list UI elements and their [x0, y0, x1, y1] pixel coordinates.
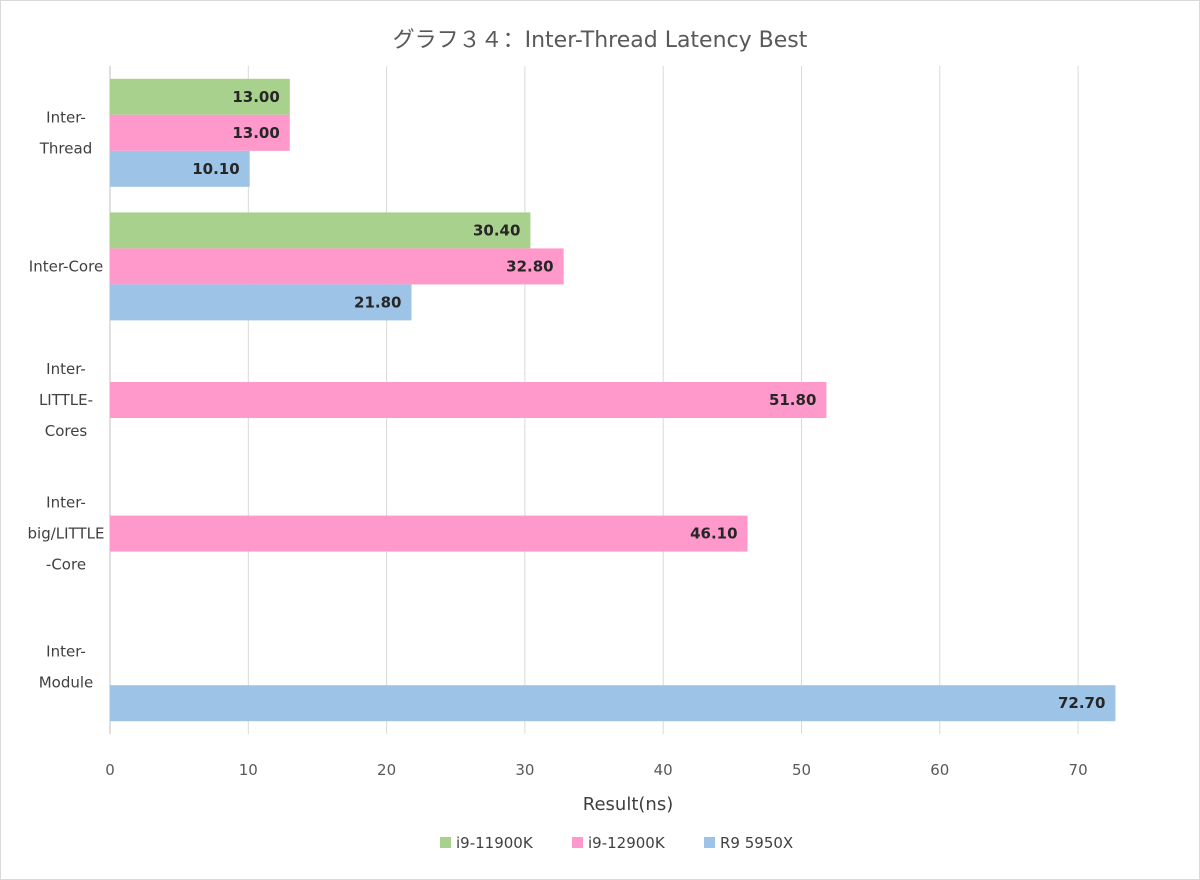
bar [110, 212, 531, 249]
bar [110, 382, 827, 418]
bar [110, 114, 290, 151]
category-label: Inter-Core [29, 257, 103, 275]
x-tick-label: 70 [1069, 761, 1088, 779]
category-labels: Inter- Thread Inter-Core Inter- LITTLE- Cores… [28, 108, 105, 691]
category-label: Cores [45, 422, 88, 440]
x-axis-ticks: 0 10 20 30 40 50 60 70 [105, 761, 1087, 779]
x-axis-title: Result(ns) [583, 794, 673, 815]
category-label: -Core [46, 556, 86, 574]
category-label: LITTLE- [39, 391, 93, 409]
data-label: 72.70 [1058, 694, 1105, 712]
data-label: 46.10 [690, 525, 737, 543]
data-label: 13.00 [232, 88, 279, 106]
x-tick-label: 0 [105, 761, 115, 779]
chart-title: グラフ３４：Inter-Thread Latency Best [393, 28, 808, 53]
legend-label: i9-11900K [456, 834, 534, 852]
data-label: 30.40 [473, 221, 520, 239]
category-label: Inter- [46, 108, 86, 126]
x-tick-label: 50 [792, 761, 811, 779]
bar [110, 284, 412, 321]
bar [110, 515, 748, 552]
bar [110, 78, 290, 115]
data-label: 21.80 [354, 293, 401, 311]
legend-swatch [704, 837, 715, 848]
legend-label: i9-12900K [588, 834, 666, 852]
legend-swatch [440, 837, 451, 848]
category-label: Inter- [46, 360, 86, 378]
legend: i9-11900K i9-12900K R9 5950X [440, 834, 793, 852]
data-label: 13.00 [232, 124, 279, 142]
x-tick-label: 10 [239, 761, 258, 779]
data-labels: 13.00 13.00 10.10 30.40 32.80 21.80 51.80 46.10… [192, 88, 1105, 712]
category-label: Thread [39, 139, 92, 157]
x-tick-label: 60 [930, 761, 949, 779]
data-label: 32.80 [506, 257, 553, 275]
bars [110, 78, 1116, 722]
category-label: Inter- [46, 643, 86, 661]
x-tick-label: 40 [654, 761, 673, 779]
bar [110, 685, 1116, 722]
bar [110, 248, 564, 285]
x-tick-label: 20 [377, 761, 396, 779]
x-tick-label: 30 [515, 761, 534, 779]
category-label: Inter- [46, 494, 86, 512]
legend-swatch [572, 837, 583, 848]
data-label: 51.80 [769, 391, 816, 409]
category-label: Module [39, 674, 94, 692]
bar [110, 150, 250, 187]
category-label: big/LITTLE [28, 525, 105, 543]
legend-label: R9 5950X [720, 834, 793, 852]
data-label: 10.10 [192, 160, 239, 178]
